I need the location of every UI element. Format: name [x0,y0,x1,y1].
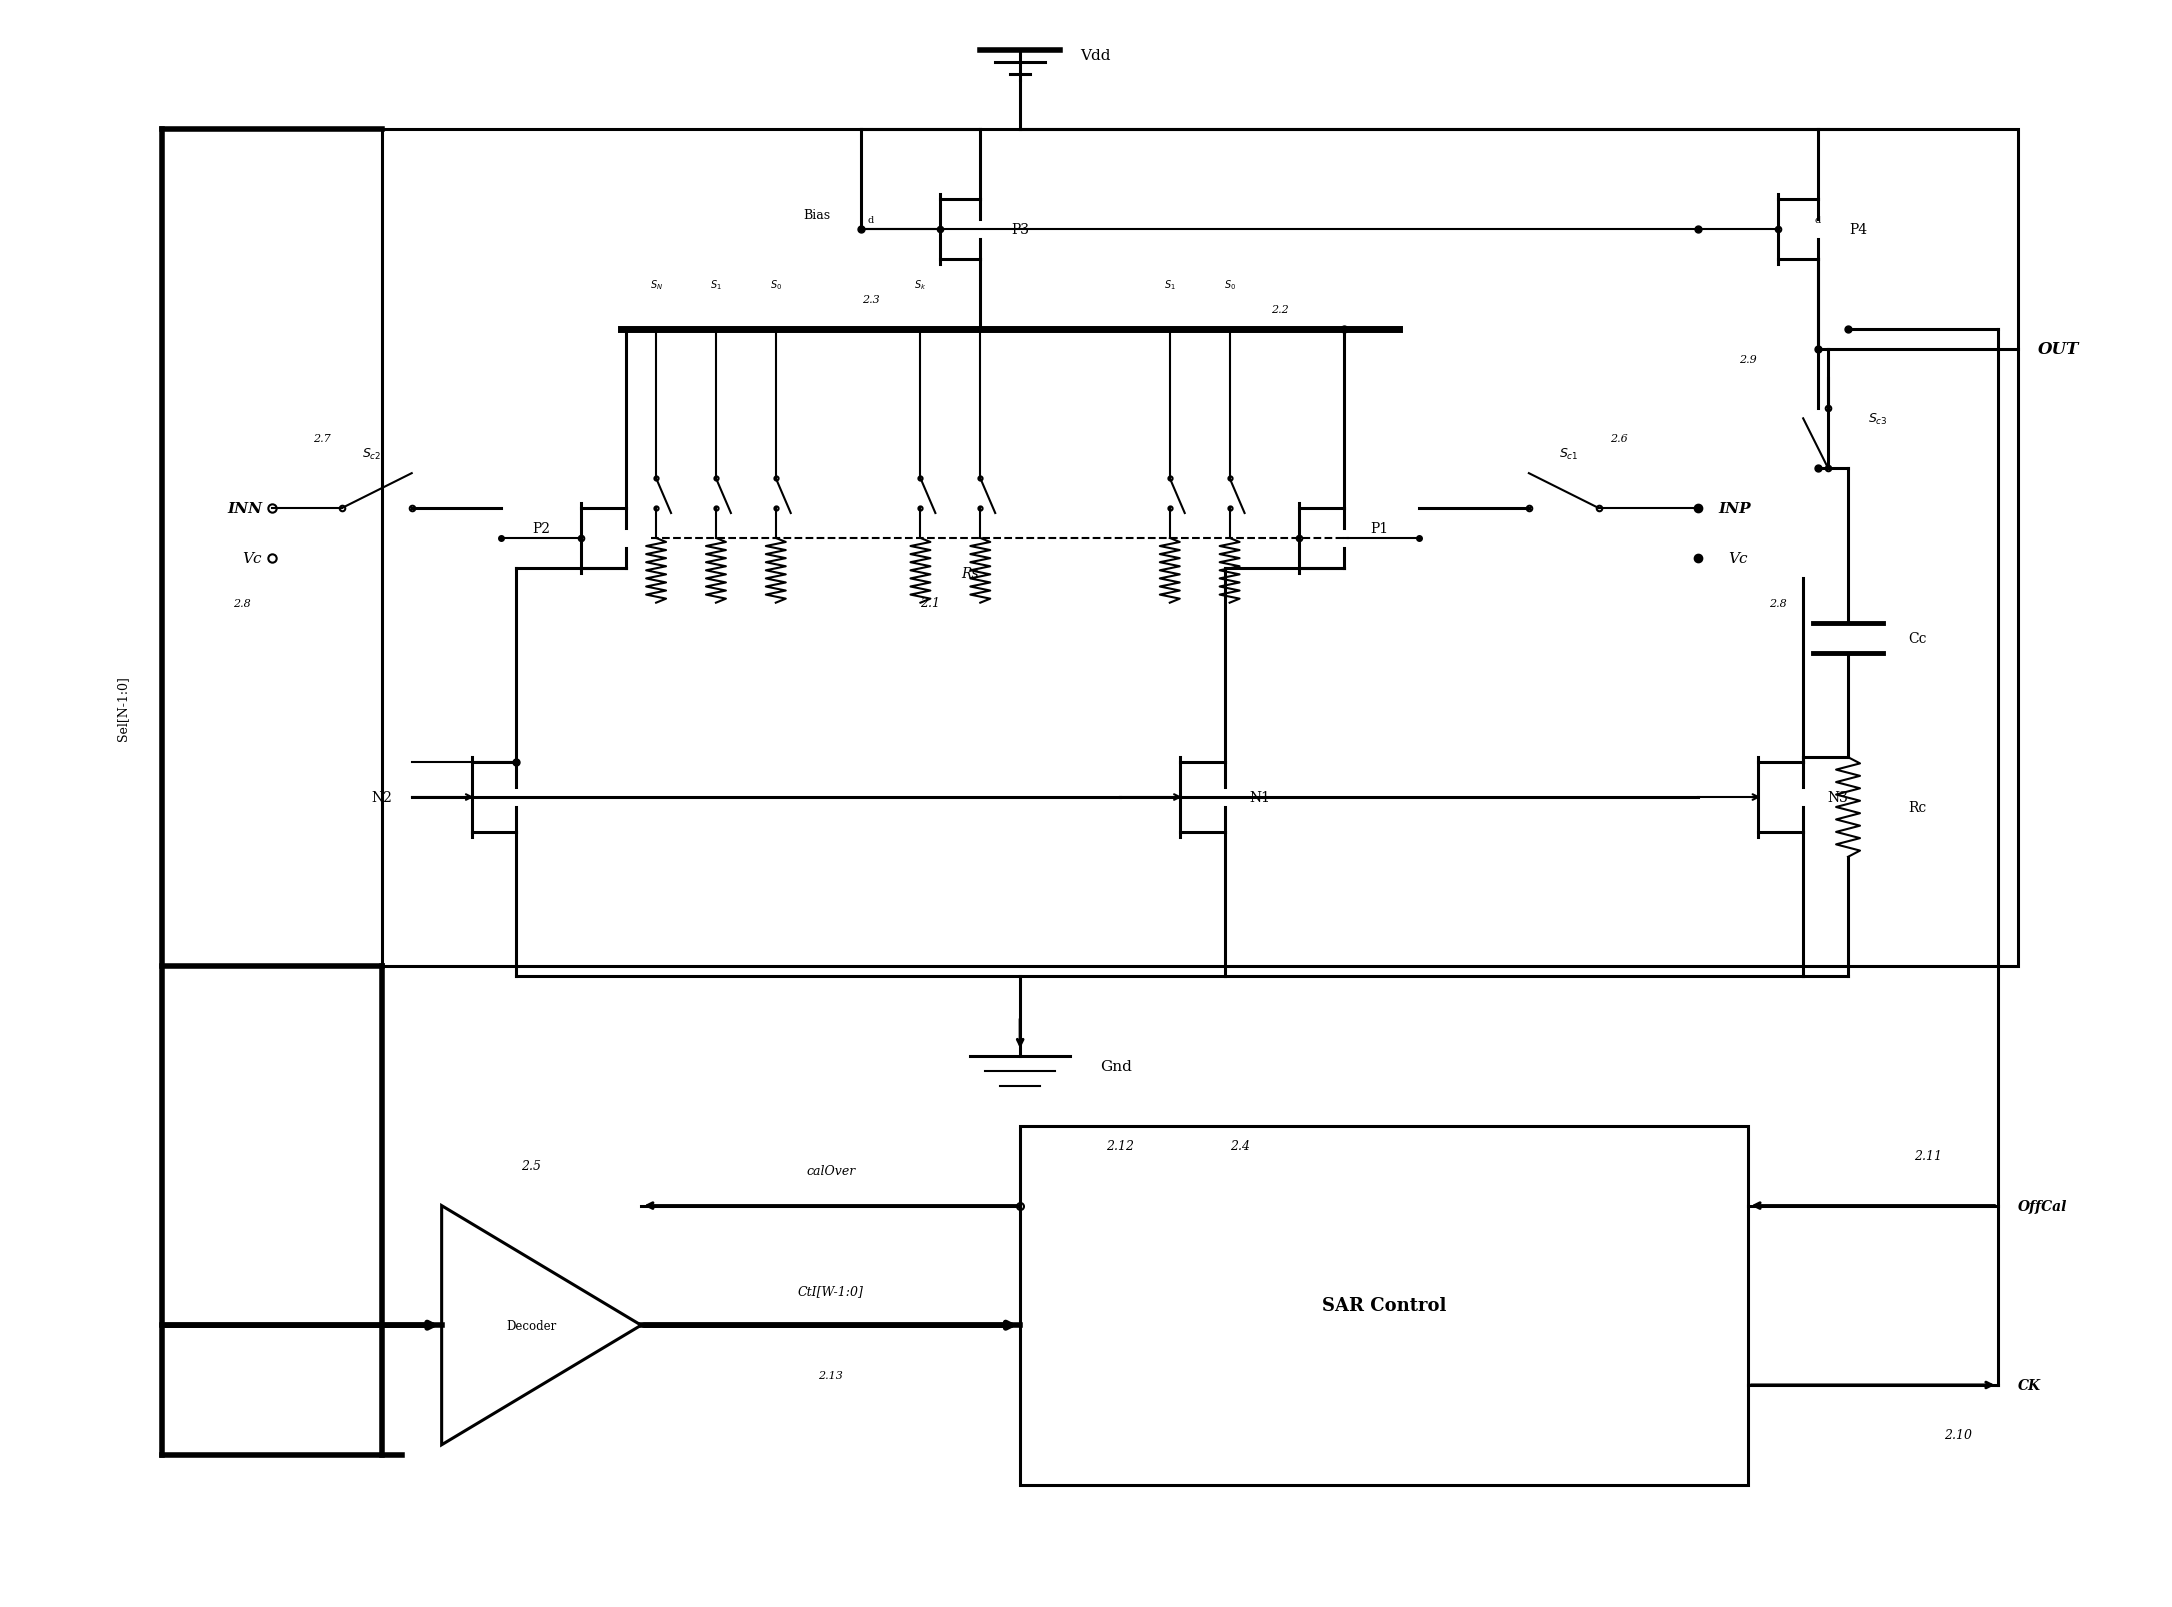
Text: 2.13: 2.13 [819,1371,843,1380]
Text: $S_N$: $S_N$ [649,278,662,291]
Text: P3: P3 [1012,223,1030,236]
Text: N3: N3 [1827,791,1848,805]
Text: Rc: Rc [1909,800,1927,815]
Text: Gnd: Gnd [1099,1059,1132,1073]
Text: $S_0$: $S_0$ [769,278,782,291]
Text: CK: CK [2018,1379,2042,1392]
Text: $S_{c2}$: $S_{c2}$ [363,447,382,461]
Text: P4: P4 [1848,223,1868,236]
Text: 2.9: 2.9 [1740,354,1757,365]
Text: OUT: OUT [2037,341,2079,358]
Text: Vdd: Vdd [1079,48,1110,63]
Text: OffCal: OffCal [2018,1199,2068,1213]
Text: 2.2: 2.2 [1271,304,1288,315]
Text: 2.5: 2.5 [521,1160,541,1173]
Text: $S_{c3}$: $S_{c3}$ [1868,411,1887,426]
Text: INN: INN [228,501,263,516]
Text: 2.10: 2.10 [1944,1429,1972,1441]
Text: calOver: calOver [806,1165,856,1178]
Text: Vc: Vc [1729,551,1748,566]
Text: N2: N2 [371,791,391,805]
Text: 2.8: 2.8 [1770,598,1788,609]
Text: Rs: Rs [962,566,980,580]
Text: Vc: Vc [243,551,263,566]
Text: 2.6: 2.6 [1609,434,1627,444]
Text: $S_{c1}$: $S_{c1}$ [1559,447,1579,461]
Bar [382,130,2018,967]
Text: SAR Control: SAR Control [1323,1297,1447,1315]
Text: Bias: Bias [804,209,830,222]
Text: 2.12: 2.12 [1106,1139,1134,1152]
Text: 2.7: 2.7 [313,434,330,444]
Text: Sel[N-1:0]: Sel[N-1:0] [115,675,128,741]
Text: P2: P2 [532,522,550,535]
Text: 2.11: 2.11 [1914,1149,1942,1162]
Text: $S_k$: $S_k$ [914,278,927,291]
Text: Decoder: Decoder [506,1319,556,1332]
Text: 2.1: 2.1 [921,596,940,609]
Text: Cc: Cc [1909,632,1927,644]
Text: P1: P1 [1371,522,1388,535]
Text: 2.8: 2.8 [232,598,252,609]
Text: 2.3: 2.3 [862,294,880,305]
Bar [1021,1127,1748,1485]
Text: $S_0$: $S_0$ [1223,278,1236,291]
Text: CtI[W-1:0]: CtI[W-1:0] [797,1284,864,1297]
Text: d: d [1816,215,1822,225]
Text: d: d [867,215,873,225]
Text: $S_1$: $S_1$ [1164,278,1175,291]
Text: 2.4: 2.4 [1229,1139,1249,1152]
Text: $S_1$: $S_1$ [710,278,721,291]
Text: N1: N1 [1249,791,1271,805]
Text: INP: INP [1718,501,1751,516]
